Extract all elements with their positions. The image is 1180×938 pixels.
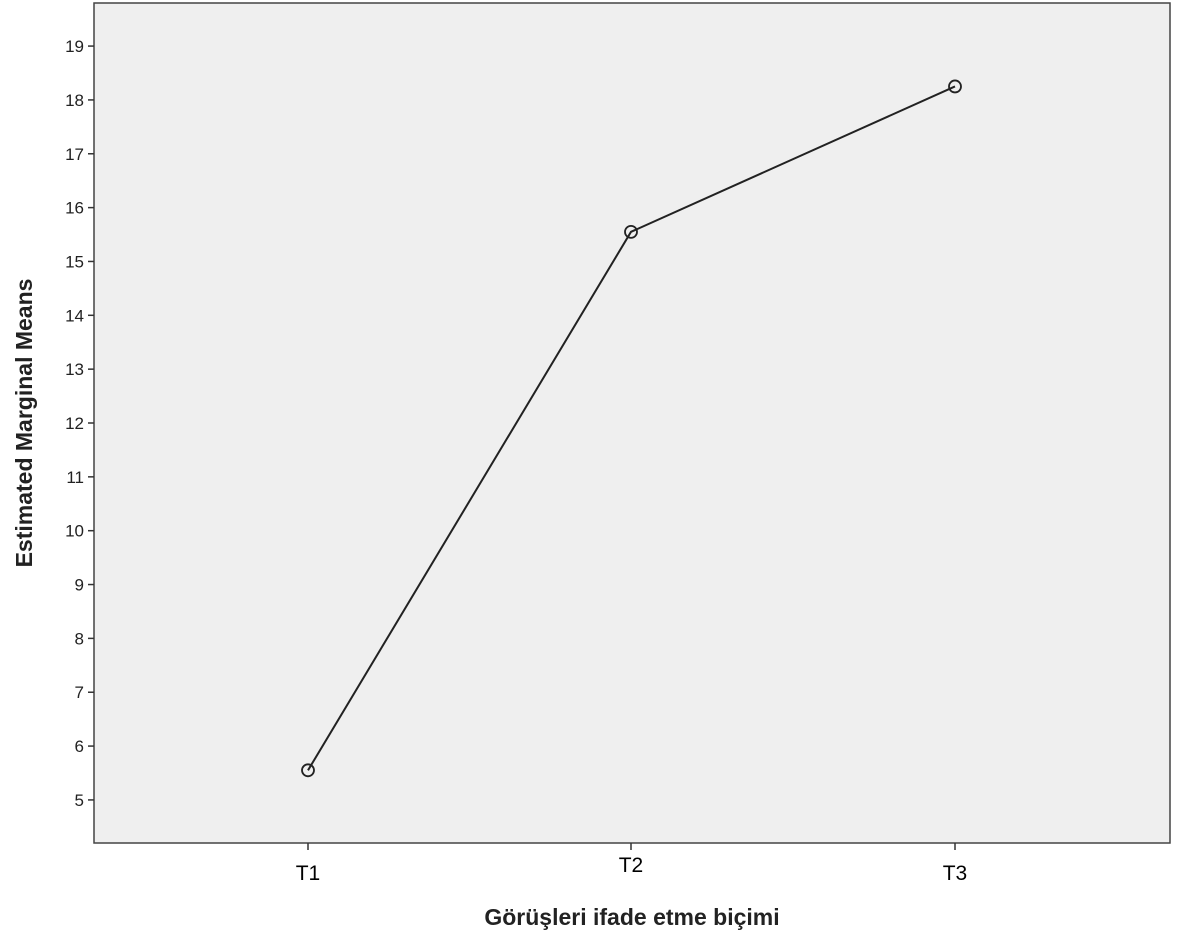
plot-area: [93, 2, 1171, 844]
x-tick-label: T3: [943, 862, 968, 885]
x-tick-label: T2: [619, 854, 644, 877]
data-point: [624, 224, 638, 239]
y-tick-label: 13: [65, 360, 84, 379]
y-tick-label: 19: [65, 37, 84, 56]
x-axis-ticks: T1 T2 T3: [296, 843, 968, 885]
data-point: [948, 79, 962, 94]
y-tick-label: 11: [66, 468, 84, 487]
x-axis-title: Görüşleri ifade etme biçimi: [484, 904, 779, 930]
y-tick-label: 5: [75, 791, 84, 810]
y-tick-label: 14: [65, 306, 84, 325]
y-tick-label: 9: [75, 576, 84, 595]
y-tick-label: 6: [75, 737, 84, 756]
data-point: [301, 763, 315, 778]
y-tick-label: 8: [75, 629, 84, 648]
y-tick-label: 12: [65, 414, 84, 433]
y-tick-label: 16: [65, 199, 84, 218]
y-tick-label: 15: [65, 252, 84, 271]
y-tick-label: 18: [65, 91, 84, 110]
y-tick-label: 17: [65, 145, 84, 164]
x-tick-label: T1: [296, 862, 321, 885]
y-axis-ticks: 5 6 7 8 9 10 11 12 13 14 15 16 17 18 19: [65, 37, 94, 810]
series-markers: [301, 79, 962, 778]
y-tick-label: 10: [65, 522, 84, 541]
series-line: [307, 85, 956, 771]
y-axis-title: Estimated Marginal Means: [11, 279, 37, 568]
y-tick-label: 7: [75, 683, 84, 702]
